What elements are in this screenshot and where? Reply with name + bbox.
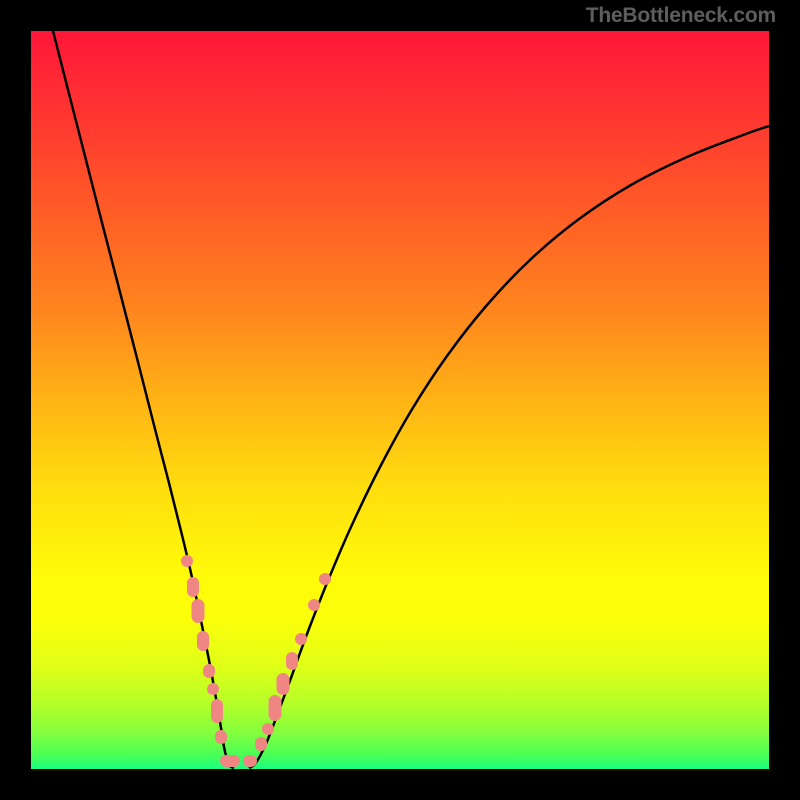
data-marker: [295, 633, 307, 645]
data-marker: [197, 631, 209, 651]
data-marker: [203, 664, 215, 678]
data-marker: [192, 599, 205, 623]
data-marker: [243, 755, 257, 767]
bottleneck-chart: [31, 31, 769, 769]
watermark-text: TheBottleneck.com: [586, 4, 776, 28]
data-marker: [187, 577, 199, 597]
data-marker: [277, 673, 290, 695]
chart-frame: TheBottleneck.com: [0, 0, 800, 800]
data-marker: [262, 723, 274, 735]
data-marker: [255, 737, 267, 751]
data-marker: [211, 699, 223, 723]
data-marker: [181, 555, 193, 567]
data-marker: [319, 573, 331, 585]
data-marker: [215, 730, 227, 744]
data-marker: [308, 599, 320, 611]
gradient-background: [31, 31, 769, 769]
data-marker: [220, 755, 240, 767]
data-marker: [269, 695, 282, 721]
plot-area: [31, 31, 769, 769]
data-marker: [207, 683, 219, 695]
data-marker: [286, 652, 298, 670]
